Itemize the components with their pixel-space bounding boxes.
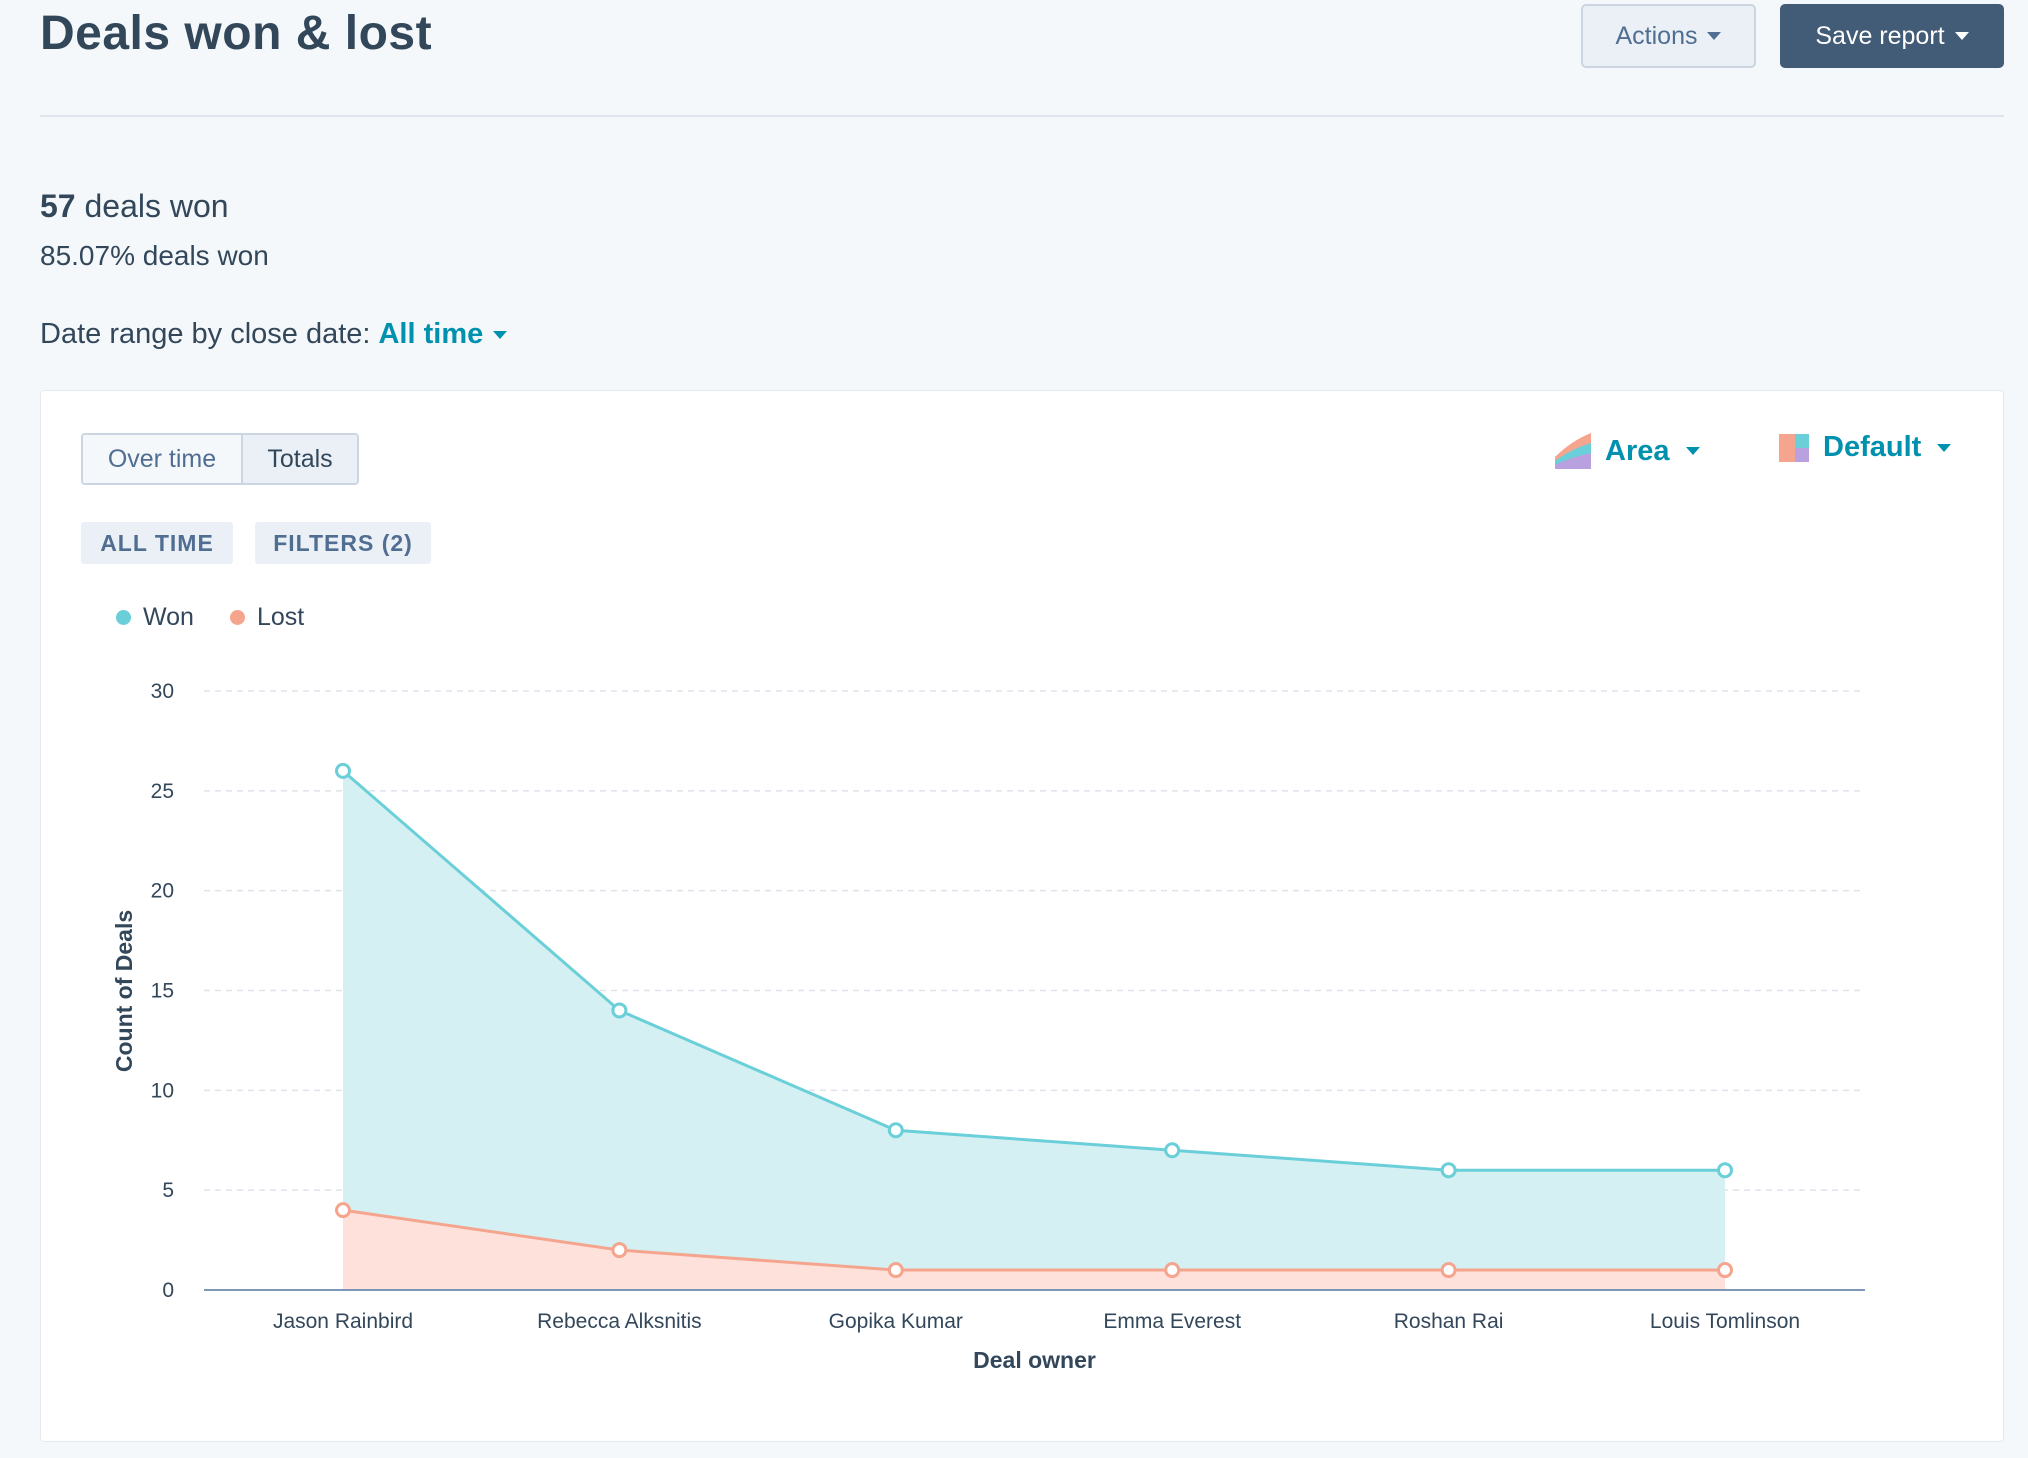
lost-point[interactable] bbox=[887, 1262, 904, 1279]
x-tick-label: Emma Everest bbox=[1103, 1310, 1241, 1333]
legend-item-won[interactable]: Won bbox=[116, 603, 194, 632]
legend-item-lost[interactable]: Lost bbox=[229, 603, 305, 632]
y-tick-label: 30 bbox=[151, 680, 174, 703]
chevron-down-icon bbox=[1937, 443, 1952, 452]
legend-label-lost: Lost bbox=[256, 603, 305, 631]
view-toggle: Over time Totals bbox=[81, 433, 359, 485]
tab-over-time[interactable]: Over time bbox=[83, 435, 243, 483]
legend-label-won: Won bbox=[143, 603, 194, 631]
y-axis-title: Count of Deals bbox=[111, 910, 137, 1072]
lost-point[interactable] bbox=[611, 1242, 628, 1259]
save-report-button[interactable]: Save report bbox=[1780, 4, 2004, 68]
header-divider bbox=[40, 115, 2004, 117]
area-chart: 0 5 10 15 20 25 30 Jason Rainbird Rebecca Alksni… bbox=[111, 680, 1865, 1373]
date-range-dropdown[interactable]: All time bbox=[378, 318, 508, 351]
won-point[interactable] bbox=[611, 1002, 628, 1019]
y-tick-label: 10 bbox=[151, 1079, 174, 1102]
deals-won-summary: 57 deals won bbox=[40, 188, 229, 225]
actions-button-label: Actions bbox=[1615, 21, 1698, 50]
deals-won-count: 57 bbox=[40, 188, 76, 224]
color-scheme-dropdown[interactable]: Default bbox=[1779, 431, 1952, 464]
legend-dot-won bbox=[116, 610, 131, 625]
x-axis-title: Deal owner bbox=[973, 1347, 1096, 1373]
palette-swatch-icon bbox=[1779, 433, 1809, 462]
date-range-value: All time bbox=[378, 318, 484, 350]
all-time-chip[interactable]: ALL TIME bbox=[81, 522, 233, 564]
won-point[interactable] bbox=[1440, 1162, 1457, 1179]
lost-point[interactable] bbox=[335, 1202, 351, 1219]
date-range-filter: Date range by close date: All time bbox=[40, 318, 508, 351]
chevron-down-icon bbox=[493, 330, 508, 339]
chart-legend: Won Lost bbox=[116, 603, 304, 632]
won-area bbox=[343, 770, 1725, 1290]
x-tick-label: Gopika Kumar bbox=[829, 1310, 963, 1333]
x-tick-label: Roshan Rai bbox=[1394, 1310, 1504, 1333]
report-card: Over time Totals ALL TIME FILTERS (2) Ar… bbox=[40, 390, 2004, 1442]
won-point[interactable] bbox=[335, 762, 351, 779]
won-point[interactable] bbox=[1164, 1142, 1181, 1159]
lost-point[interactable] bbox=[1717, 1262, 1733, 1279]
chevron-down-icon bbox=[1685, 447, 1700, 455]
won-point[interactable] bbox=[887, 1122, 904, 1139]
x-tick-label: Louis Tomlinson bbox=[1650, 1310, 1800, 1333]
deals-won-text: deals won bbox=[84, 188, 229, 224]
chart-type-dropdown[interactable]: Area bbox=[1553, 431, 1700, 471]
actions-button[interactable]: Actions bbox=[1581, 4, 1756, 68]
save-report-label: Save report bbox=[1815, 21, 1945, 50]
won-line bbox=[342, 769, 1725, 1172]
lost-point[interactable] bbox=[1164, 1262, 1181, 1279]
lost-point[interactable] bbox=[1440, 1262, 1457, 1279]
color-scheme-label: Default bbox=[1823, 431, 1922, 463]
filters-chip[interactable]: FILTERS (2) bbox=[255, 522, 431, 564]
tab-totals[interactable]: Totals bbox=[243, 435, 357, 483]
chevron-down-icon bbox=[1954, 32, 1969, 40]
y-tick-label: 25 bbox=[151, 780, 174, 803]
y-tick-label: 0 bbox=[162, 1279, 174, 1302]
y-tick-label: 20 bbox=[151, 880, 174, 903]
chevron-down-icon bbox=[1707, 32, 1722, 40]
x-tick-label: Jason Rainbird bbox=[273, 1310, 413, 1333]
area-chart-icon bbox=[1555, 433, 1591, 469]
legend-dot-lost bbox=[229, 610, 245, 625]
lost-line bbox=[342, 1208, 1725, 1272]
y-tick-label: 5 bbox=[162, 1179, 174, 1202]
chart-type-label: Area bbox=[1605, 434, 1670, 467]
date-range-label: Date range by close date: bbox=[40, 318, 371, 350]
y-tick-label: 15 bbox=[151, 980, 174, 1003]
x-tick-label: Rebecca Alksnitis bbox=[537, 1310, 702, 1333]
won-point[interactable] bbox=[1717, 1162, 1733, 1179]
deals-won-percent: 85.07% deals won bbox=[40, 240, 269, 271]
page-title: Deals won & lost bbox=[40, 7, 433, 60]
